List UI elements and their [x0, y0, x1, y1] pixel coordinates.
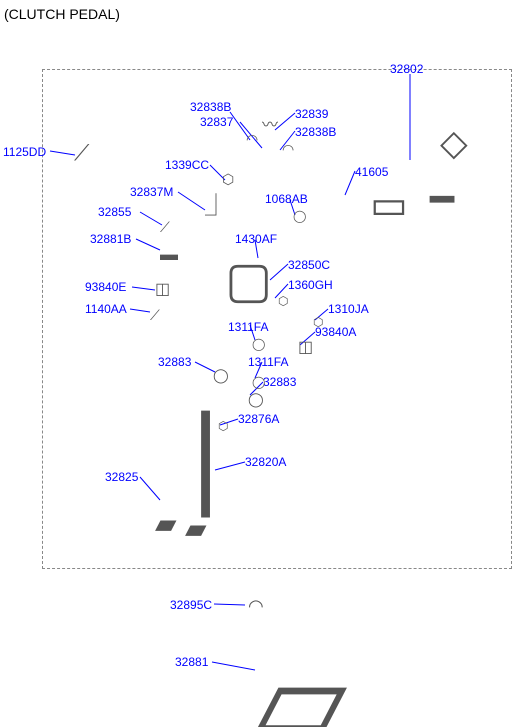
part-nut-1339CC: ⬡	[222, 172, 234, 186]
part-label-32881B[interactable]: 32881B	[90, 232, 131, 246]
part-bolt-1140AA: ⟋	[150, 308, 160, 322]
part-cap-32838B-left: ◠	[246, 132, 258, 146]
part-label-93840E[interactable]: 93840E	[85, 280, 126, 294]
part-cap-32838B-right: ◠	[282, 142, 294, 156]
part-label-41605[interactable]: 41605	[355, 165, 388, 179]
part-label-32838B[interactable]: 32838B	[190, 100, 231, 114]
part-nut-1360GH: ⬡	[278, 295, 288, 307]
part-rod-41605: ━	[430, 180, 454, 220]
part-footrest-32881: ▱	[255, 640, 347, 727]
part-label-1430AF[interactable]: 1430AF	[235, 232, 277, 246]
part-switch-93840A: ◫	[298, 340, 313, 356]
part-bushing-32881B: ▬	[160, 245, 178, 263]
part-label-1311FA[interactable]: 1311FA	[228, 320, 268, 334]
part-label-32850C[interactable]: 32850C	[288, 258, 330, 272]
diagram-title: (CLUTCH PEDAL)	[4, 6, 120, 22]
part-label-1311FA[interactable]: 1311FA	[248, 355, 288, 369]
part-washer-1311FA-b: ◯	[252, 376, 265, 388]
part-washer-1311FA-a: ◯	[252, 338, 265, 350]
part-label-1125DD[interactable]: 1125DD	[3, 145, 46, 159]
part-label-32855[interactable]: 32855	[98, 205, 131, 219]
part-pad-32825: ▰	[155, 510, 177, 538]
part-label-32802[interactable]: 32802	[390, 62, 423, 76]
part-lever-32837M: ⏌	[205, 195, 227, 217]
part-pedal-arm-32820A: ▏	[202, 420, 271, 510]
part-label-32883[interactable]: 32883	[263, 375, 296, 389]
part-label-1339CC[interactable]: 1339CC	[165, 158, 209, 172]
part-bush-32883-b: ◯	[248, 392, 264, 406]
part-master-cyl-41605: ▭	[370, 185, 408, 225]
part-label-32837M[interactable]: 32837M	[130, 185, 173, 199]
part-label-32838B[interactable]: 32838B	[295, 125, 336, 139]
part-bush-32883-a: ◯	[213, 368, 229, 382]
part-label-32883[interactable]: 32883	[158, 355, 191, 369]
part-label-32839[interactable]: 32839	[295, 107, 328, 121]
part-label-32825[interactable]: 32825	[105, 470, 138, 484]
part-label-1310JA[interactable]: 1310JA	[328, 302, 369, 316]
part-label-32881[interactable]: 32881	[175, 655, 208, 669]
part-bolt-32855: ⟋	[160, 220, 170, 234]
part-label-32837[interactable]: 32837	[200, 115, 233, 129]
part-bolt-1125DD: ⟋	[74, 142, 89, 164]
part-label-32895C[interactable]: 32895C	[170, 598, 212, 612]
part-switch-93840E: ◫	[155, 282, 170, 298]
part-pedal-tip: ▰	[185, 515, 207, 543]
part-nut-1310JA: ⬡	[313, 316, 323, 328]
part-label-1068AB[interactable]: 1068AB	[265, 192, 308, 206]
part-bracket-32850C: ▢	[225, 255, 272, 305]
part-label-1140AA[interactable]: 1140AA	[85, 302, 127, 316]
part-label-1360GH[interactable]: 1360GH	[288, 278, 333, 292]
part-washer-1068AB: ◯	[293, 210, 306, 222]
part-spring-32839: 〰	[262, 118, 278, 134]
part-cap-32895C: ◠	[248, 597, 264, 615]
part-plate-top-right: ◇	[440, 125, 468, 161]
